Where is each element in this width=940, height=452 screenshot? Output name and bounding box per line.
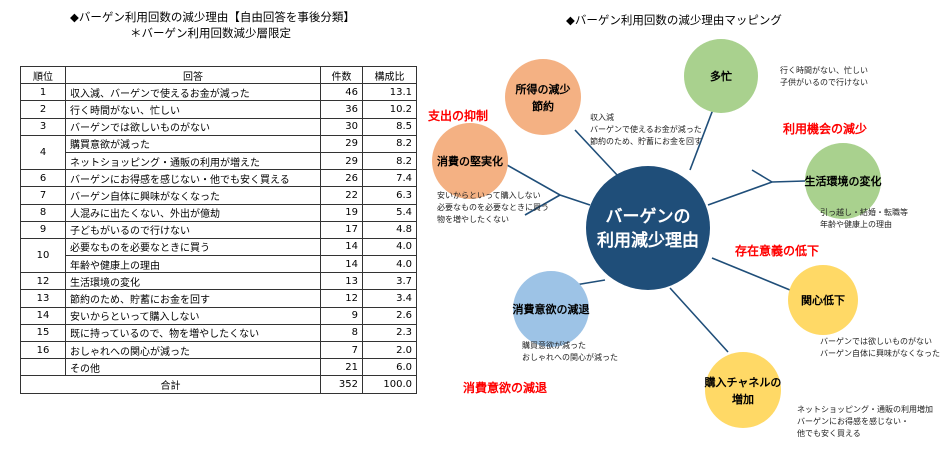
table-row: その他 21 6.0 — [20, 358, 417, 377]
table-body: 1 収入減、バーゲンで使えるお金が減った 46 13.1 2 行く時間がない、忙しい 36 1… — [20, 83, 417, 394]
node-note-channel: バーゲンにお得感を感じない・ — [797, 416, 909, 426]
node-label-income: 所得の減少 — [516, 82, 571, 96]
node-label-channel: 購入チャネルの — [704, 375, 782, 389]
node-desire — [513, 271, 589, 347]
category-label-desire: 消費意欲の減退 — [463, 380, 547, 395]
node-busy — [684, 39, 758, 113]
connector-life — [707, 180, 806, 206]
node-income — [505, 59, 581, 135]
table-row: 4 購買意欲が減った 29 8.2 — [20, 134, 417, 171]
node-note-busy: 行く時間がない、忙しい — [780, 65, 868, 75]
connector-spur-1 — [751, 169, 773, 183]
table-row: 7 バーゲン自体に興味がなくなった 22 6.3 — [20, 186, 417, 205]
node-note-frugal: 必要なものを必要なときに買う — [437, 202, 549, 212]
table-row: 年齢や健康上の理由 14 4.0 — [21, 255, 417, 274]
connector-interest — [711, 257, 791, 291]
node-note-desire: 購買意欲が減った — [522, 340, 586, 350]
connector-busy — [689, 111, 713, 171]
total-pct: 100.0 — [362, 375, 417, 394]
node-label-interest: 関心低下 — [801, 293, 845, 307]
node-label-busy: 多忙 — [710, 69, 732, 83]
node-label-income: 節約 — [532, 99, 554, 113]
node-frugal — [432, 123, 508, 199]
node-channel — [705, 352, 781, 428]
category-label-spending: 支出の抑制 — [427, 108, 488, 123]
node-label-channel: 増加 — [732, 392, 754, 406]
node-note-channel: 他でも安く買える — [797, 428, 861, 438]
category-label-value: 存在意義の低下 — [734, 243, 819, 258]
node-life — [805, 143, 881, 219]
total-row: 合計 352 100.0 — [20, 375, 417, 394]
node-note-life: 引っ越し・結婚・転職等 — [820, 207, 908, 217]
table-row: 6 バーゲンにお得感を感じない・他でも安く買える 26 7.4 — [20, 169, 417, 188]
map-title: ◆バーゲン利用回数の減少理由マッピング — [566, 13, 782, 27]
left-title-line2: ＊バーゲン利用回数減少層限定 — [130, 26, 291, 40]
node-interest — [788, 265, 858, 335]
node-note-channel: ネットショッピング・通販の利用増加 — [797, 404, 933, 414]
rank-cell: 4 — [20, 134, 66, 171]
connector-desire — [574, 279, 606, 286]
node-label-frugal: 消費の堅実化 — [437, 154, 503, 168]
center-node-label: 利用減少理由 — [597, 230, 699, 251]
connector-spur-0 — [524, 194, 561, 216]
left-title-line1: ◆バーゲン利用回数の減少理由【自由回答を事後分類】 — [70, 10, 355, 24]
node-label-life: 生活環境の変化 — [805, 174, 882, 188]
node-circles — [432, 39, 881, 428]
table-row: 9 子どもがいるので行けない 17 4.8 — [20, 220, 417, 239]
node-note-frugal: 安いからといって購入しない — [437, 190, 541, 200]
node-note-income: 収入減 — [590, 112, 614, 122]
connector-income — [574, 129, 619, 177]
table-row: 13 節約のため、貯蓄にお金を回す 12 3.4 — [20, 289, 417, 308]
node-label-desire: 消費意欲の減退 — [513, 302, 590, 316]
center-node — [586, 166, 710, 290]
rank-cell: 10 — [20, 237, 66, 274]
survey-table: 順位 回答 件数 構成比 1 収入減、バーゲンで使えるお金が減った 46 13.1 2 行… — [20, 65, 417, 394]
node-note-interest: バーゲンでは欲しいものがない — [820, 336, 932, 346]
total-count: 352 — [320, 375, 363, 394]
table-header-row: 順位 回答 件数 構成比 — [20, 65, 417, 85]
node-note-desire: おしゃれへの関心が減った — [522, 352, 618, 362]
table-row: 12 生活環境の変化 13 3.7 — [20, 272, 417, 291]
center-node-label: バーゲンの — [606, 206, 691, 227]
node-note-income: バーゲンで使えるお金が減った — [590, 124, 702, 134]
node-note-income: 節約のため、貯蓄にお金を回す — [590, 136, 702, 146]
connector-channel — [669, 287, 729, 353]
total-label: 合計 — [20, 375, 321, 394]
node-note-interest: バーゲン自体に興味がなくなった — [820, 348, 940, 358]
node-note-life: 年齢や健康上の理由 — [820, 219, 892, 229]
node-note-frugal: 物を増やしたくない — [437, 214, 509, 224]
left-title: ◆バーゲン利用回数の減少理由【自由回答を事後分類】 ＊バーゲン利用回数減少層限定 — [70, 9, 355, 41]
node-note-busy: 子供がいるので行けない — [780, 77, 868, 87]
category-label-usage: 利用機会の減少 — [783, 121, 867, 136]
